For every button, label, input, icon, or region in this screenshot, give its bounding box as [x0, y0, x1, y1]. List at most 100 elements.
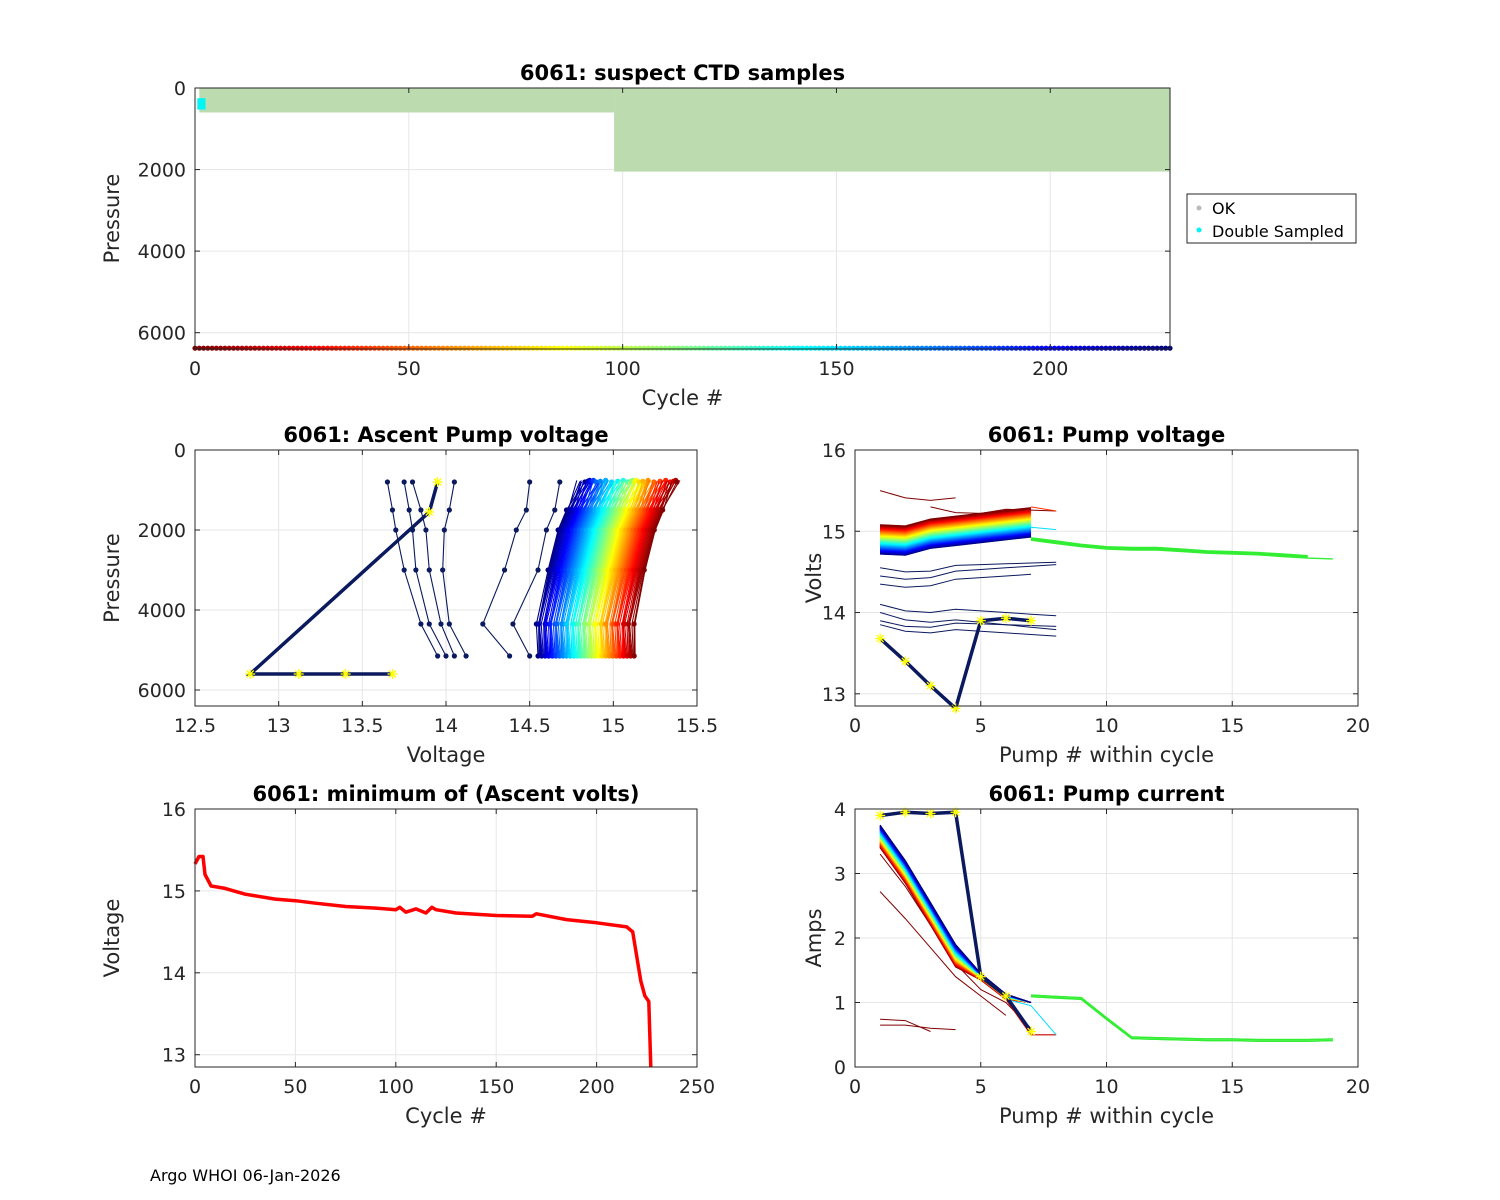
ascent-anomaly-marker-stroke [388, 670, 397, 678]
ascent-profile-line [582, 481, 628, 657]
ascent-low-profile-point [513, 527, 519, 533]
suspect-xtick-label: 150 [818, 358, 854, 380]
minvolt-xtick-label: 50 [283, 1076, 307, 1098]
ascent-anomaly-marker-stroke [425, 508, 434, 516]
ascent-profile-point [582, 621, 588, 627]
pumpcurrent-xtick-label: 0 [849, 1076, 861, 1098]
ascent-profile-line [548, 481, 588, 657]
pumpvolt-outlier-line [879, 612, 1057, 631]
minvolt-ylabel: Voltage [100, 899, 124, 978]
pumpvolt-series [875, 490, 1333, 714]
ascent-profile-point [593, 479, 599, 485]
minvolt-xtick-label: 250 [679, 1076, 715, 1098]
pumpvolt-long-cycle-line [1030, 537, 1308, 557]
pumpvolt-cycle-line [880, 507, 1032, 527]
pumpvolt-anomaly-marker [1026, 615, 1037, 626]
ascent-profile-point [631, 621, 637, 627]
ascent-low-profile-point [510, 621, 516, 627]
legend-double-label: Double Sampled [1212, 222, 1344, 241]
ascent-low-profile-point [409, 479, 416, 485]
pumpvolt-anomaly-marker [1000, 613, 1011, 624]
suspect-xtick-label: 200 [1032, 358, 1068, 380]
minvolt-title: 6061: minimum of (Ascent volts) [252, 782, 639, 806]
pumpvolt-outlier-line [879, 603, 1057, 617]
suspect-legend-box [1186, 193, 1357, 244]
ascent-ytick-label: 4000 [138, 600, 186, 622]
ascent-low-profile-point [535, 567, 541, 573]
ascent-anomaly-marker [424, 507, 435, 517]
ascent-low-profile-point [451, 653, 457, 659]
ascent-title: 6061: Ascent Pump voltage [283, 423, 608, 447]
ascent-profile-point [543, 621, 549, 627]
minvolt-xtick-label: 200 [578, 1076, 614, 1098]
pumpcurrent-series [875, 807, 1333, 1042]
pumpvolt-ytick-label: 14 [822, 603, 846, 625]
ascent-anomaly-marker-stroke [341, 670, 350, 678]
ascent-profile-point [621, 621, 628, 627]
ascent-profile-line [572, 481, 616, 657]
pumpcurrent-xlabel: Pump # within cycle [999, 1104, 1214, 1128]
pumpcurrent-anomaly-marker [925, 808, 936, 819]
ascent-profile-point [614, 621, 620, 627]
ascent-low-profile-line [386, 481, 439, 657]
ascent-profile-line [627, 481, 670, 657]
legend-ok-label: OK [1212, 199, 1236, 218]
pumpvolt-title: 6061: Pump voltage [988, 423, 1226, 447]
ascent-low-profile-point [438, 621, 444, 627]
ascent-anomaly-marker-stroke [246, 670, 255, 678]
ascent-profile-line [626, 480, 669, 657]
ascent-low-profile-line [442, 481, 467, 657]
ascent-low-profile-point [389, 507, 396, 513]
pumpcurrent-anomaly-marker-stroke [876, 811, 885, 820]
pumpvolt-anomaly-marker [900, 656, 911, 667]
ascent-low-profile-point [441, 527, 447, 533]
minvolt-ytick-label: 13 [162, 1045, 186, 1067]
pumpcurrent-ytick-label: 4 [834, 799, 846, 821]
ascent-low-profile-point [480, 621, 486, 627]
pumpvolt-ylabel: Volts [802, 553, 826, 604]
pumpvolt-long-cycle-line [1030, 537, 1308, 558]
ascent-profiles [245, 477, 681, 679]
ascent-profile-line [589, 480, 637, 657]
ascent-profile-line [621, 480, 664, 657]
ascent-low-profile-point [557, 479, 563, 485]
ascent-anomaly-marker [387, 669, 398, 679]
ascent-low-profile-point [440, 567, 446, 573]
pumpvolt-outlier-line [879, 624, 1057, 637]
ascent-xlabel: Voltage [407, 743, 486, 767]
ascent-low-profile-point [451, 479, 457, 485]
ascent-profile-line [605, 480, 649, 657]
pumpvolt-outlier-line [880, 564, 1057, 580]
ascent-low-profile-point [523, 507, 529, 513]
ascent-anomaly-marker [432, 477, 443, 487]
ascent-anomaly-marker [293, 669, 304, 679]
pumpcurrent-outlier-line [880, 1018, 931, 1032]
ascent-profile-line [579, 480, 620, 657]
pumpvolt-cycle-line [1030, 506, 1057, 512]
pumpcurrent-cycle-line [1005, 998, 1057, 1036]
pumpcurrent-anomaly-marker-stroke [1027, 1027, 1036, 1036]
ascent-xtick-label: 15.5 [676, 715, 718, 737]
ascent-low-profile-point [527, 653, 533, 659]
ascent-profile-point [553, 621, 559, 627]
pumpcurrent-xtick-label: 10 [1094, 1076, 1118, 1098]
pumpcurrent-xtick-label: 15 [1220, 1076, 1244, 1098]
pumpvolt-outlier-line [879, 490, 956, 501]
pumpcurrent-anomaly-marker-stroke [901, 808, 910, 817]
ascent-xtick-label: 15 [601, 715, 625, 737]
ascent-xtick-label: 13 [267, 715, 291, 737]
suspect-series [197, 88, 1170, 172]
suspect-title: 6061: suspect CTD samples [520, 61, 845, 85]
ascent-profile-point [674, 479, 680, 485]
ascent-ylabel: Pressure [100, 533, 124, 623]
ascent-low-profile-line [512, 481, 561, 657]
pumpvolt-long-cycle-line [1030, 538, 1308, 558]
footer-text: Argo WHOI 06-Jan-2026 [150, 1166, 341, 1185]
pumpcurrent-outlier-line [880, 1024, 956, 1031]
pumpvolt-anomaly-marker-stroke [876, 634, 885, 643]
suspect-ytick-label: 4000 [138, 241, 186, 263]
suspect-legend: OK Double Sampled [1186, 193, 1357, 244]
ascent-low-profile-point [384, 479, 391, 485]
pumpcurrent-ytick-label: 0 [834, 1057, 846, 1079]
